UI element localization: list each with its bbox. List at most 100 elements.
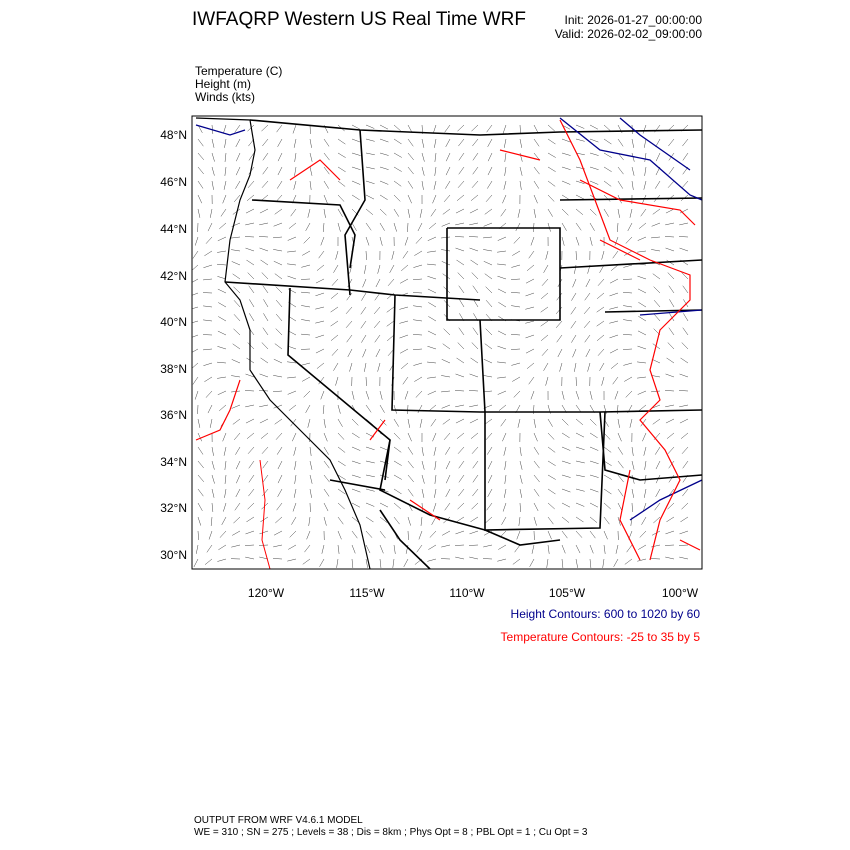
wind-barb — [379, 558, 382, 568]
wind-barb — [245, 418, 255, 424]
wind-barb — [665, 208, 675, 214]
wind-barb — [337, 222, 341, 232]
wind-barb — [484, 208, 493, 215]
wind-barb — [301, 319, 311, 322]
wind-barb — [197, 460, 204, 469]
wind-barb — [351, 418, 359, 426]
wind-barb — [315, 278, 325, 284]
wind-barb — [444, 124, 451, 133]
wind-barb — [400, 362, 409, 370]
wind-barb — [603, 124, 611, 132]
wind-barb — [503, 138, 507, 148]
wind-barb — [603, 446, 612, 453]
wind-barb — [274, 273, 283, 280]
wind-barb — [585, 348, 591, 358]
wind-barb — [585, 278, 591, 288]
wind-barb — [262, 474, 269, 483]
wind-barb — [518, 516, 521, 526]
wind-barb — [275, 286, 283, 294]
wind-barb — [497, 376, 507, 379]
wind-barb — [245, 556, 255, 560]
wind-barb — [609, 320, 619, 324]
wind-barb — [631, 446, 634, 456]
wind-barb — [504, 474, 507, 484]
wind-barb — [556, 334, 563, 343]
wind-barb — [420, 516, 423, 526]
wind-barb — [533, 208, 536, 218]
lat-label: 36°N — [160, 408, 187, 422]
wind-barb — [519, 460, 523, 470]
wind-barb — [259, 236, 269, 238]
wind-barb — [610, 362, 619, 369]
wind-barb — [413, 348, 423, 350]
wind-barb — [666, 516, 675, 523]
wind-barb — [362, 278, 367, 288]
wind-barb — [545, 376, 549, 386]
wind-barb — [289, 530, 297, 538]
wind-barb — [434, 460, 437, 470]
wind-barb — [514, 544, 521, 553]
wind-barb — [192, 376, 199, 385]
temperature-contour — [195, 379, 241, 441]
wind-barb — [445, 446, 451, 455]
wind-barb — [683, 313, 689, 322]
wind-barb — [652, 273, 661, 280]
lon-label: 100°W — [661, 586, 699, 600]
wind-barb — [638, 316, 647, 322]
wind-barb — [596, 292, 605, 299]
wind-barb — [497, 288, 507, 294]
wind-barb — [292, 502, 297, 512]
wind-barb — [274, 208, 283, 215]
wind-barb — [219, 222, 227, 230]
wind-barb — [609, 292, 619, 297]
wind-barb — [351, 446, 361, 451]
wind-barb — [364, 264, 367, 274]
wind-barb — [407, 222, 409, 232]
wind-barb — [456, 259, 465, 266]
wind-barb — [197, 488, 204, 497]
lat-label: 38°N — [160, 362, 187, 376]
wind-barb — [483, 261, 493, 266]
wind-barb — [323, 446, 329, 455]
wind-barb — [456, 194, 465, 201]
wind-barb — [245, 404, 255, 408]
wind-barb — [487, 488, 493, 498]
wind-barb — [575, 222, 582, 231]
wind-barb — [211, 488, 215, 498]
wind-barb — [337, 446, 346, 453]
wind-barb — [379, 208, 387, 216]
wind-barb — [561, 166, 571, 170]
wind-barb — [432, 124, 437, 134]
wind-barb — [599, 362, 605, 371]
wind-barb — [219, 530, 227, 538]
wind-barb — [303, 236, 311, 244]
wind-barb — [682, 285, 689, 294]
height-contour — [195, 124, 246, 136]
wind-barb — [261, 272, 269, 280]
wind-barb — [361, 334, 367, 343]
wind-barb — [231, 544, 241, 548]
wind-barb — [575, 558, 578, 568]
temperature-contour — [579, 179, 696, 261]
wind-barb — [399, 306, 409, 310]
wind-barb — [511, 264, 521, 268]
wind-barb — [315, 320, 325, 324]
wind-barb — [487, 474, 493, 484]
wind-barb — [497, 330, 507, 336]
wind-barb — [458, 488, 465, 497]
wind-barb — [261, 342, 269, 350]
wind-barb — [603, 544, 606, 554]
wind-barb — [421, 488, 425, 498]
wind-barb — [261, 180, 269, 188]
wind-barb — [472, 460, 479, 469]
wind-barb — [430, 418, 437, 427]
wind-barb — [309, 474, 313, 484]
wind-barb — [337, 530, 342, 540]
wind-barb — [413, 264, 423, 268]
wind-barb — [575, 502, 585, 507]
wind-barb — [263, 299, 269, 308]
wind-barb — [223, 502, 227, 512]
wind-barb — [589, 558, 592, 568]
wind-barb — [617, 208, 620, 218]
wind-barb — [617, 166, 624, 175]
